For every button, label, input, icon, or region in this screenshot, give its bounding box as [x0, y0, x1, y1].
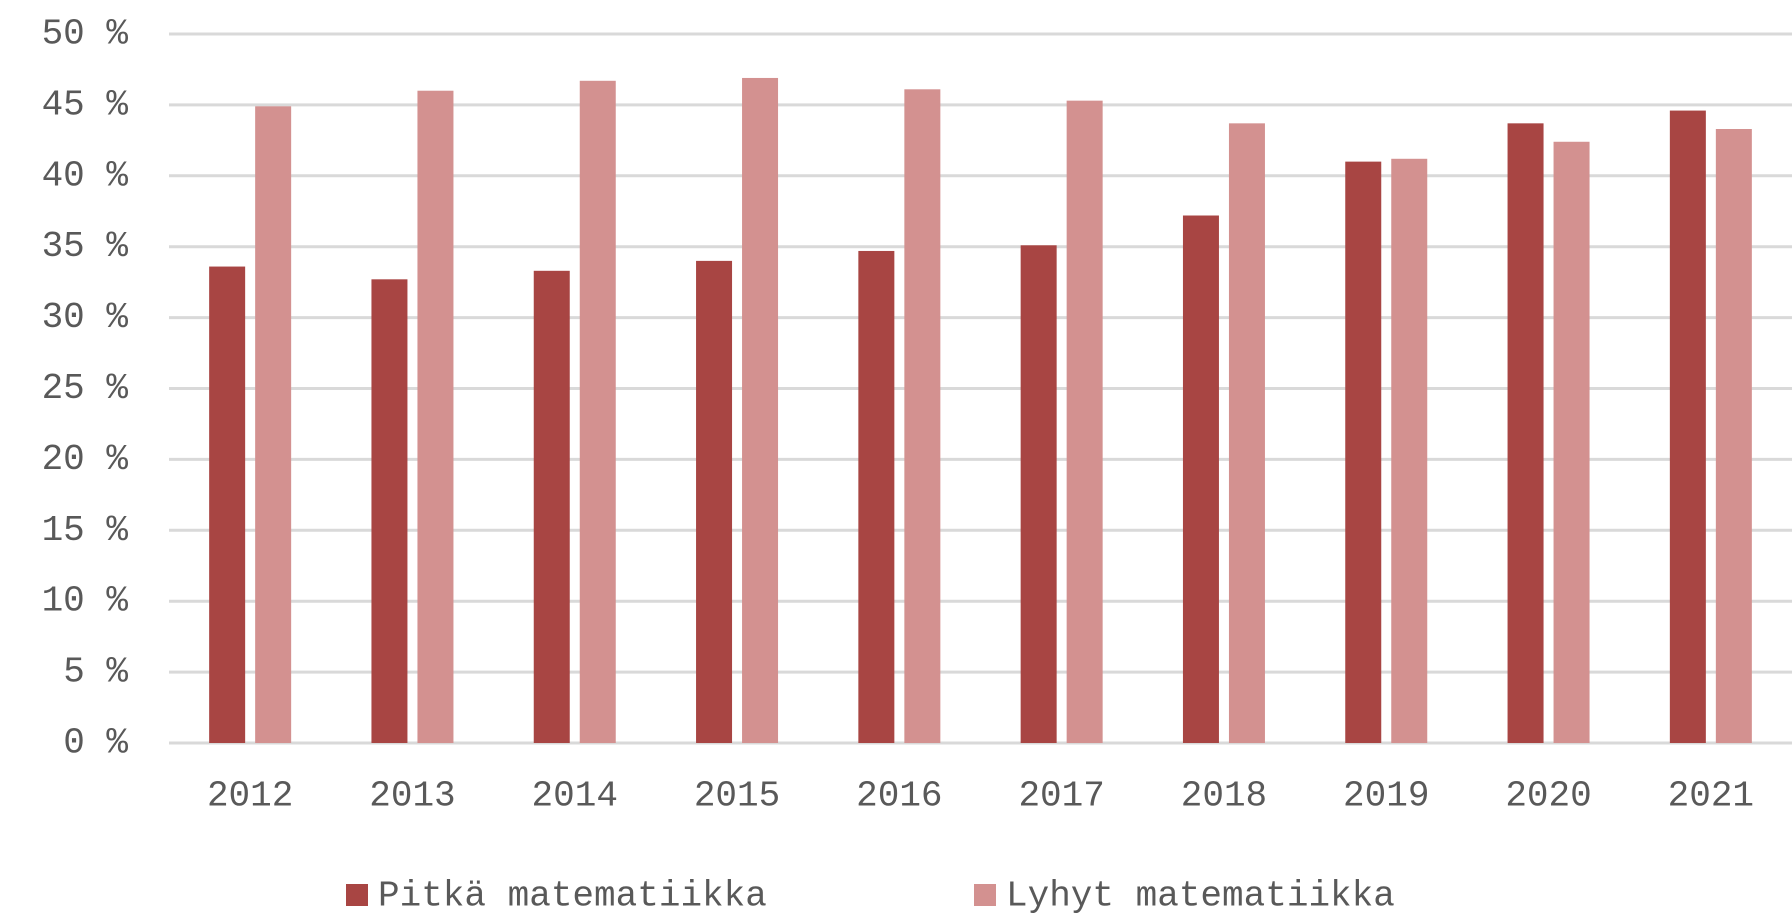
bar: [1553, 141, 1590, 743]
bar: [255, 106, 292, 744]
bar: [1669, 110, 1706, 743]
legend-label: Lyhyt matematiikka: [1006, 876, 1395, 917]
bar: [209, 266, 246, 743]
legend-label: Pitkä matematiikka: [378, 876, 767, 917]
y-tick-label: 35 %: [42, 226, 129, 267]
x-tick-label: 2019: [1343, 776, 1429, 817]
bar: [417, 90, 454, 744]
y-tick-label: 20 %: [42, 439, 129, 480]
bar: [579, 80, 616, 743]
y-tick-label: 25 %: [42, 368, 129, 409]
y-tick-label: 15 %: [42, 510, 129, 551]
x-tick-label: 2020: [1505, 776, 1591, 817]
bar: [1391, 158, 1428, 743]
y-tick-label: 10 %: [42, 581, 129, 622]
y-tick-label: 40 %: [42, 155, 129, 196]
bar: [1066, 100, 1103, 744]
x-tick-label: 2017: [1018, 776, 1104, 817]
bar: [1182, 215, 1219, 743]
bar: [696, 260, 733, 743]
x-tick-label: 2013: [369, 776, 455, 817]
bar: [1345, 161, 1382, 743]
legend-marker: [974, 884, 996, 906]
bar: [1507, 123, 1544, 744]
x-tick-label: 2014: [532, 776, 618, 817]
legend-marker: [346, 884, 368, 906]
x-tick-label: 2016: [856, 776, 942, 817]
y-tick-label: 50 %: [42, 14, 129, 55]
bar: [858, 250, 895, 744]
y-tick-label: 45 %: [42, 84, 129, 125]
x-tick-label: 2021: [1668, 776, 1754, 817]
bar: [1715, 129, 1752, 744]
x-tick-label: 2018: [1181, 776, 1267, 817]
bar: [371, 279, 408, 743]
bar: [904, 89, 941, 743]
bar: [533, 270, 570, 743]
x-tick-label: 2015: [694, 776, 780, 817]
y-tick-label: 5 %: [63, 652, 128, 693]
x-tick-label: 2012: [207, 776, 293, 817]
bar: [1228, 123, 1265, 744]
y-tick-label: 0 %: [63, 723, 128, 764]
y-tick-label: 30 %: [42, 297, 129, 338]
bar: [742, 77, 779, 743]
bar: [1020, 245, 1057, 744]
